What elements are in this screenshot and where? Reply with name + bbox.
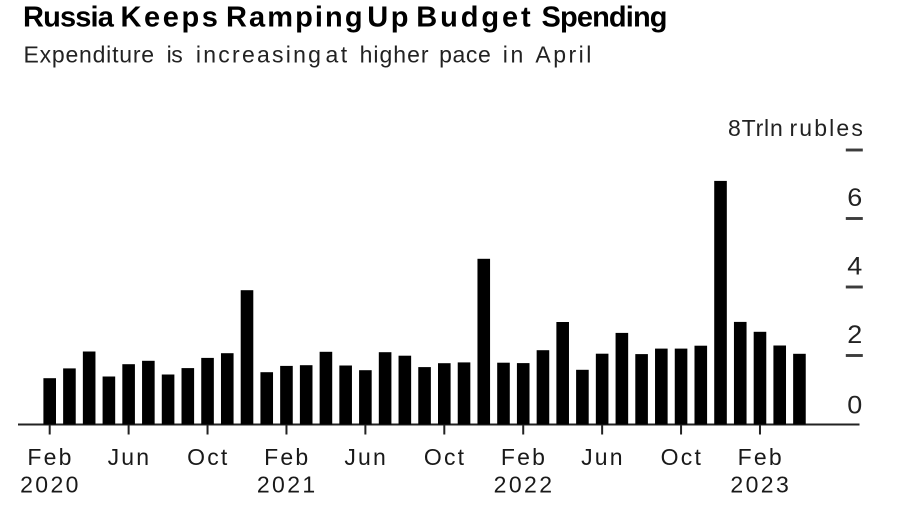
svg-text:Jun: Jun bbox=[581, 444, 625, 470]
svg-text:Feb: Feb bbox=[738, 444, 784, 470]
svg-text:2020: 2020 bbox=[20, 472, 81, 498]
svg-text:2022: 2022 bbox=[494, 472, 555, 498]
svg-text:0: 0 bbox=[847, 392, 862, 420]
svg-text:Oct: Oct bbox=[187, 444, 229, 470]
svg-text:2021: 2021 bbox=[257, 472, 318, 498]
svg-text:Feb: Feb bbox=[501, 444, 547, 470]
svg-text:Feb: Feb bbox=[264, 444, 310, 470]
svg-text:Jun: Jun bbox=[108, 444, 152, 470]
svg-text:4: 4 bbox=[847, 253, 862, 281]
svg-text:Feb: Feb bbox=[27, 444, 73, 470]
svg-text:6: 6 bbox=[847, 184, 862, 212]
svg-text:2: 2 bbox=[847, 321, 862, 349]
svg-text:Oct: Oct bbox=[661, 444, 703, 470]
svg-text:Oct: Oct bbox=[424, 444, 466, 470]
svg-text:Jun: Jun bbox=[344, 444, 388, 470]
svg-text:2023: 2023 bbox=[730, 472, 791, 498]
